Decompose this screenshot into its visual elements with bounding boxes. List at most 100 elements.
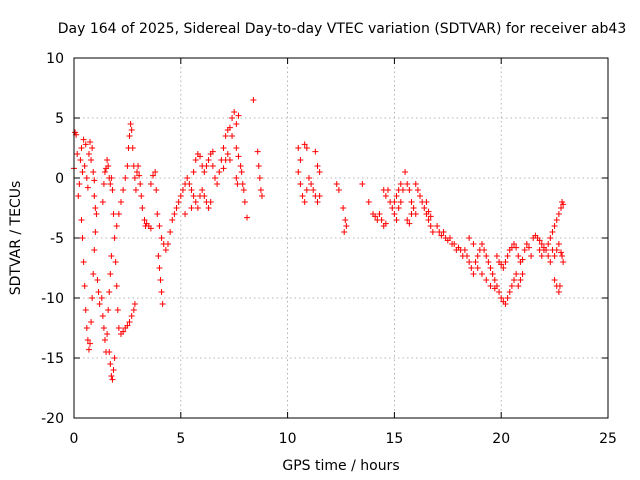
data-point [555, 289, 562, 295]
data-point [95, 289, 102, 295]
data-point [124, 322, 131, 329]
data-point [427, 213, 434, 220]
y-tick-label: -5 [50, 231, 64, 247]
data-point [389, 205, 396, 211]
data-point [157, 277, 164, 283]
data-point [111, 235, 118, 241]
data-point [131, 301, 138, 307]
data-point [224, 151, 231, 157]
data-point [179, 187, 186, 193]
data-point [105, 163, 112, 169]
data-point [192, 157, 199, 163]
data-point [478, 271, 485, 277]
data-point [159, 301, 166, 307]
data-point [312, 148, 319, 155]
data-point [229, 133, 236, 139]
data-point [152, 169, 159, 175]
data-point [135, 163, 142, 169]
data-point [397, 181, 404, 187]
data-point [132, 187, 139, 193]
data-point [551, 253, 558, 259]
x-tick-label: 5 [176, 431, 185, 447]
data-point [372, 213, 379, 220]
data-point [113, 223, 120, 229]
data-point [138, 193, 145, 199]
data-point [90, 271, 97, 277]
data-point [466, 259, 473, 265]
data-point [519, 256, 526, 263]
data-point [150, 172, 157, 179]
data-point [235, 153, 242, 160]
data-point [464, 253, 471, 259]
data-point [233, 121, 240, 127]
data-point [493, 253, 500, 259]
data-point [99, 199, 106, 205]
data-point [233, 145, 240, 151]
data-point [81, 283, 88, 289]
data-point [343, 223, 350, 229]
data-point [481, 247, 488, 253]
data-point [402, 169, 409, 175]
data-point [295, 169, 302, 175]
data-point [547, 235, 554, 241]
data-point [80, 136, 87, 143]
data-point [177, 193, 184, 199]
data-point [153, 187, 160, 193]
data-point [222, 133, 229, 139]
data-point [199, 187, 206, 193]
data-point [197, 153, 204, 160]
data-point [406, 187, 413, 193]
data-point [558, 205, 565, 211]
data-point [220, 145, 227, 151]
data-point [84, 337, 91, 343]
chart-title: Day 164 of 2025, Sidereal Day-to-day VTE… [58, 21, 627, 37]
data-point [540, 247, 547, 253]
data-point [378, 217, 385, 223]
data-point [76, 181, 83, 187]
data-point [517, 277, 524, 283]
data-point [126, 133, 133, 139]
data-point [188, 187, 195, 193]
data-point [112, 259, 119, 265]
data-point [521, 247, 528, 253]
data-point [100, 181, 107, 187]
data-point [109, 376, 116, 383]
data-point [301, 199, 308, 205]
data-point [87, 139, 94, 145]
data-point [84, 184, 91, 191]
data-point [365, 199, 372, 205]
y-tick-label: 10 [46, 51, 64, 67]
data-point [186, 181, 193, 187]
data-point [124, 163, 131, 169]
y-tick-labels: -20 -15 -10 -5 0 5 10 [41, 51, 64, 427]
data-point [98, 295, 105, 301]
data-point [75, 193, 82, 199]
grid [74, 58, 608, 418]
data-point [406, 220, 413, 227]
data-point [485, 259, 492, 265]
data-point [297, 181, 304, 187]
data-point [483, 253, 490, 259]
data-point [342, 217, 349, 223]
data-point [94, 277, 101, 283]
data-point [513, 271, 520, 277]
data-point [244, 214, 251, 221]
data-point [491, 277, 498, 283]
data-point [101, 169, 108, 175]
data-point [78, 145, 85, 151]
data-point [162, 247, 169, 253]
data-point [90, 169, 97, 175]
data-point [226, 124, 233, 131]
y-tick-label: 5 [55, 111, 64, 127]
data-point [295, 145, 302, 151]
data-point [487, 283, 494, 289]
data-point [316, 193, 323, 199]
data-point [79, 169, 86, 175]
data-point [114, 307, 121, 313]
data-point [156, 265, 163, 271]
data-point [120, 328, 127, 335]
data-point [108, 253, 115, 259]
data-point [560, 259, 567, 265]
x-tick-label: 0 [70, 431, 79, 447]
data-point [470, 241, 477, 247]
